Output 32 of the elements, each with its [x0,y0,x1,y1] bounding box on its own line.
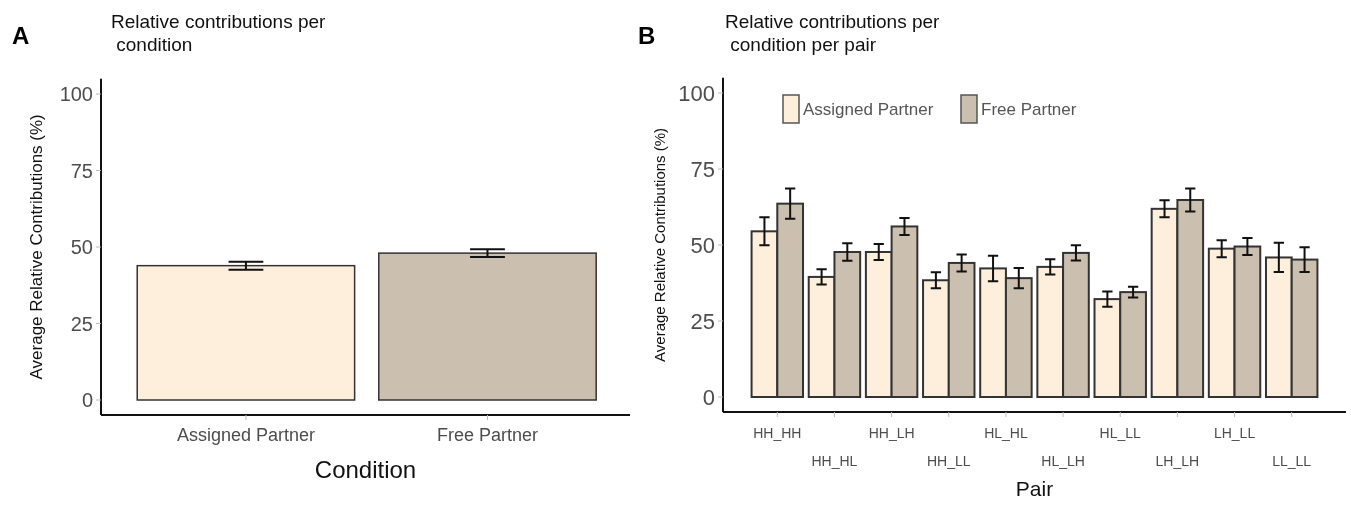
chart-title: Relative contributions per condition [111,11,327,55]
x-tick-label: LH_LH [1155,453,1200,469]
x-tick-label: HH_HL [811,453,858,469]
x-axis-title: Pair [1015,477,1054,500]
chart-title: Relative contributions per condition per pair [725,11,941,55]
y-tick-label: 75 [70,159,93,182]
y-tick-label: 100 [59,83,93,105]
y-tick-label: 100 [678,80,715,106]
x-tick-label: HL_LH [1041,453,1085,469]
x-tick-label: HH_HH [753,425,802,441]
y-tick-label: 50 [690,232,715,258]
x-tick-label: Assigned Partner [176,425,315,445]
y-tick-label: 75 [690,156,715,182]
text: B [638,22,656,49]
y-tick-label: 25 [690,308,715,334]
y-axis-title: Average Relative Contributions (%) [651,127,668,362]
x-axis-title: Condition [314,456,417,483]
y-tick-label: 50 [70,236,93,258]
x-tick-label: Free Partner [436,425,539,445]
x-tick-label: HH_LL [926,453,971,469]
y-tick-label: 25 [70,312,93,335]
x-tick-label: HL_LL [1099,425,1142,441]
x-tick-label: HH_LH [868,425,915,441]
legend-label: Free Partner [981,100,1077,119]
text: A [12,22,30,49]
legend-label: Assigned Partner [803,100,934,119]
y-tick-label: 0 [81,389,93,411]
x-tick-label: LL_LL [1272,453,1312,469]
y-tick-label: 0 [702,384,715,410]
x-tick-label: LH_LL [1213,425,1256,441]
x-tick-label: HL_HL [984,425,1028,441]
y-axis-title: Average Relative Contributions (%) [27,114,46,380]
